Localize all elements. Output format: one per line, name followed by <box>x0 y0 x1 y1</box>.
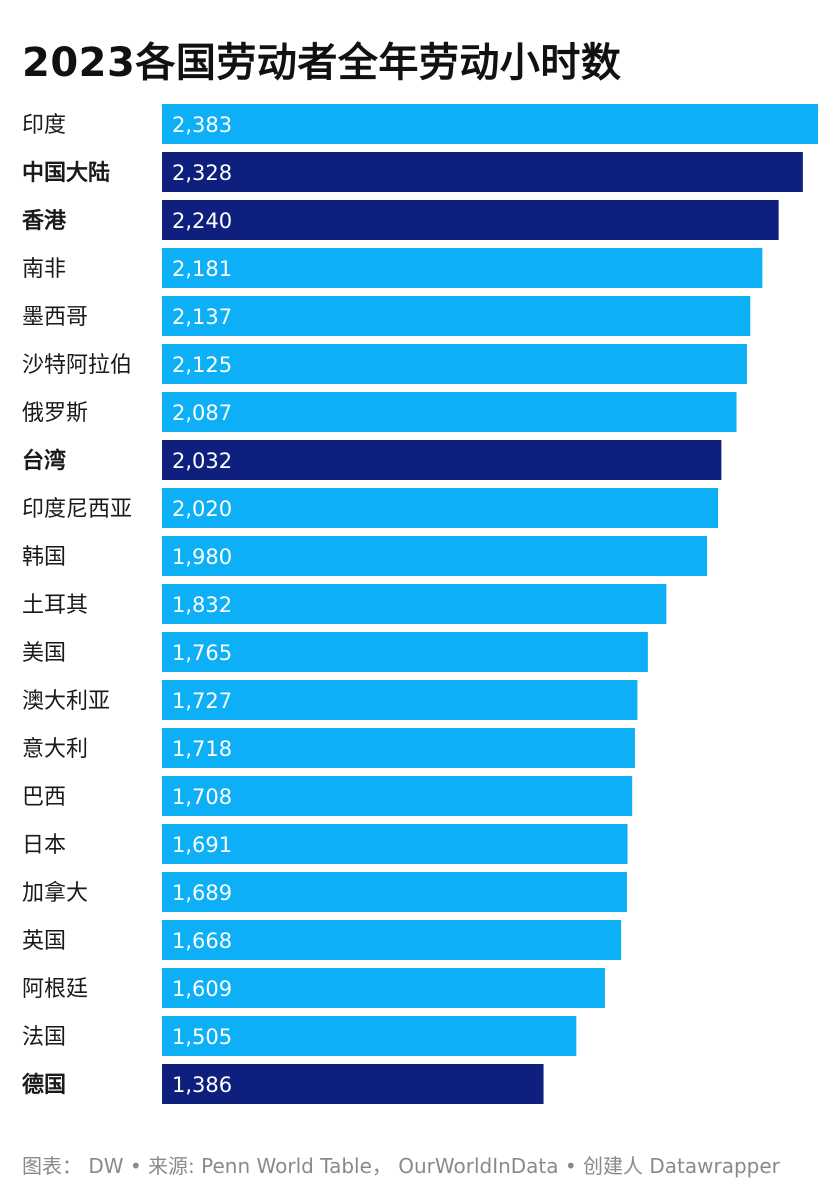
value-label: 2,240 <box>172 209 232 233</box>
bar <box>162 680 638 720</box>
bar <box>162 392 737 432</box>
bar <box>162 776 633 816</box>
chart-title: 2023各国劳动者全年劳动小时数 <box>22 40 622 86</box>
value-label: 1,765 <box>172 641 232 665</box>
value-label: 1,727 <box>172 689 232 713</box>
category-label: 南非 <box>22 257 66 282</box>
category-label: 台湾 <box>22 448 66 474</box>
category-label: 英国 <box>22 929 66 954</box>
bar <box>162 536 708 576</box>
value-label: 1,609 <box>172 977 232 1001</box>
category-label: 韩国 <box>22 545 66 570</box>
category-label: 墨西哥 <box>22 305 88 330</box>
value-label: 1,718 <box>172 737 232 761</box>
category-label: 加拿大 <box>22 880 88 906</box>
category-label: 意大利 <box>22 737 88 762</box>
category-label: 香港 <box>22 209 67 234</box>
value-label: 1,832 <box>172 593 232 617</box>
category-label: 俄罗斯 <box>22 401 88 426</box>
value-label: 1,689 <box>172 881 232 905</box>
value-label: 2,383 <box>172 113 232 137</box>
bar <box>162 872 627 912</box>
value-label: 2,125 <box>172 353 232 377</box>
value-label: 2,137 <box>172 305 232 329</box>
value-label: 2,328 <box>172 161 232 185</box>
value-label: 2,087 <box>172 401 232 425</box>
value-label: 2,032 <box>172 449 232 473</box>
value-label: 1,386 <box>172 1073 232 1097</box>
bar <box>162 824 628 864</box>
value-label: 1,691 <box>172 833 232 857</box>
bar <box>162 920 622 960</box>
bar <box>162 440 722 480</box>
bar <box>162 344 747 384</box>
category-label: 中国大陆 <box>22 161 110 186</box>
bar <box>162 104 818 144</box>
value-label: 2,181 <box>172 257 232 281</box>
bar <box>162 1064 544 1104</box>
category-label: 土耳其 <box>22 593 88 618</box>
category-label: 日本 <box>22 833 66 858</box>
category-label: 巴西 <box>22 785 66 810</box>
bar <box>162 488 719 528</box>
bar <box>162 152 803 192</box>
bar <box>162 1016 577 1056</box>
value-label: 2,020 <box>172 497 232 521</box>
bar <box>162 632 648 672</box>
bar <box>162 968 605 1008</box>
category-label: 澳大利亚 <box>22 689 110 714</box>
chart-footer: 图表： DW • 来源: Penn World Table， OurWorldI… <box>22 1154 780 1178</box>
category-label: 沙特阿拉伯 <box>22 353 132 378</box>
bar <box>162 200 779 240</box>
value-label: 1,708 <box>172 785 232 809</box>
bar <box>162 296 751 336</box>
category-label: 印度 <box>22 113 66 138</box>
bar <box>162 584 667 624</box>
category-label: 德国 <box>22 1072 66 1098</box>
value-label: 1,505 <box>172 1025 232 1049</box>
category-label: 法国 <box>22 1025 66 1050</box>
category-label: 印度尼西亚 <box>22 497 132 522</box>
category-label: 美国 <box>22 641 66 666</box>
bar <box>162 728 635 768</box>
bar <box>162 248 763 288</box>
category-label: 阿根廷 <box>22 977 88 1002</box>
value-label: 1,668 <box>172 929 232 953</box>
value-label: 1,980 <box>172 545 232 569</box>
